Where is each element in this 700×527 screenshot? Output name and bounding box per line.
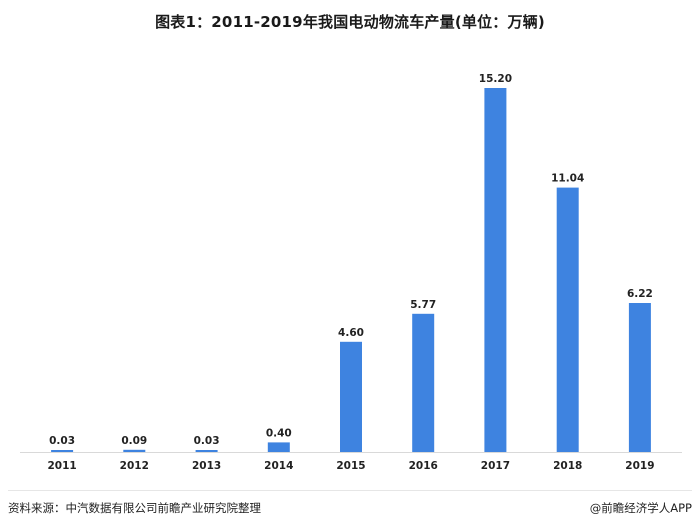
bar-2015 (340, 341, 362, 452)
bar-chart: 2011 2012 2013 2014 2015 2016 2017 2018 2019 0.0… (20, 73, 682, 472)
bars-group (51, 88, 651, 452)
value-label-2012: 0.09 (121, 435, 147, 447)
bar-2013 (195, 450, 218, 452)
x-tick-labels: 2011 2012 2013 2014 2015 2016 2017 2018 2019 (47, 460, 654, 472)
brand-credit: @前瞻经济学人APP (589, 501, 692, 515)
x-tick-2011: 2011 (47, 460, 76, 472)
x-tick-2012: 2012 (120, 460, 149, 472)
x-tick-2015: 2015 (336, 460, 365, 472)
x-tick-2014: 2014 (264, 460, 293, 472)
value-label-2011: 0.03 (49, 435, 75, 447)
source-note: 资料来源：中汽数据有限公司前瞻产业研究院整理 (8, 501, 261, 515)
value-label-2016: 5.77 (410, 299, 436, 311)
value-label-2018: 11.04 (551, 173, 584, 185)
value-label-2015: 4.60 (338, 327, 364, 339)
bar-2016 (412, 313, 435, 452)
footer-divider (8, 490, 692, 491)
value-labels: 0.03 0.09 0.03 0.40 4.60 5.77 15.20 11.04 6.22 (49, 73, 653, 447)
bar-2019 (628, 303, 651, 452)
bar-2011 (51, 450, 74, 452)
value-label-2019: 6.22 (627, 288, 653, 300)
x-tick-2016: 2016 (409, 460, 438, 472)
value-label-2017: 15.20 (479, 73, 512, 85)
bar-2018 (556, 187, 579, 452)
bar-2014 (267, 442, 290, 452)
x-tick-2017: 2017 (481, 460, 510, 472)
x-tick-2019: 2019 (625, 460, 654, 472)
bar-2017 (484, 88, 507, 452)
bar-2012 (123, 449, 146, 452)
x-tick-2013: 2013 (192, 460, 221, 472)
x-tick-2018: 2018 (553, 460, 582, 472)
value-label-2013: 0.03 (194, 435, 220, 447)
chart-title: 图表1：2011-2019年我国电动物流车产量(单位：万辆) (155, 13, 545, 31)
value-label-2014: 0.40 (266, 427, 292, 439)
